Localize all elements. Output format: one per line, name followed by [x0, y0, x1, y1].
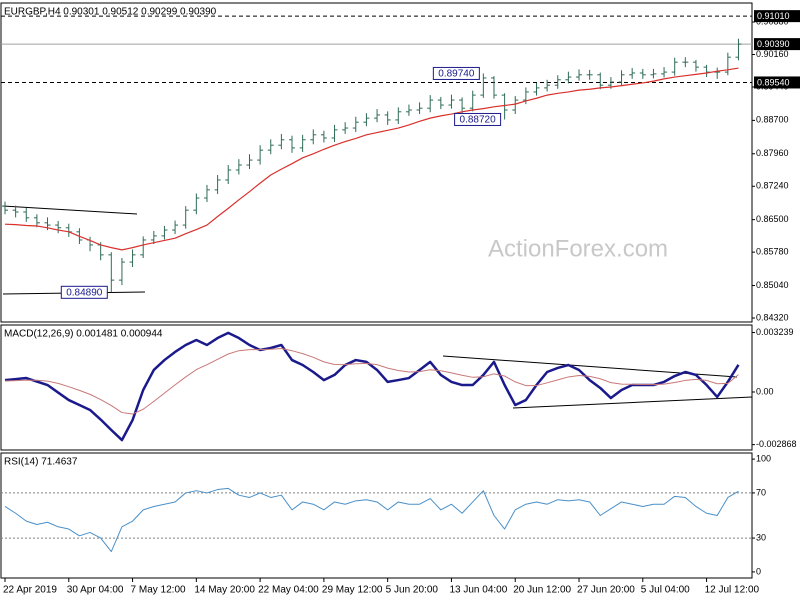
x-tick-label: 27 Jun 20:00 — [577, 585, 635, 596]
y-tick-label: 100 — [756, 453, 771, 463]
panel-title: EURGBP,H4 0.90301 0.90512 0.90299 0.9039… — [4, 7, 217, 18]
y-tick-label: 0.84320 — [756, 312, 789, 322]
x-tick-label: 13 Jun 04:00 — [449, 585, 507, 596]
x-tick-label: 29 May 12:00 — [322, 585, 383, 596]
panel-frame — [0, 2, 753, 323]
y-tick-label: 0 — [756, 566, 761, 576]
trend-line — [512, 396, 753, 409]
y-tick-label: 30 — [756, 532, 766, 542]
level-label: 0.89540 — [757, 77, 790, 87]
level-box — [754, 76, 800, 89]
y-tick-label: 0.86500 — [756, 214, 789, 224]
panel-frame — [0, 324, 753, 451]
y-tick-label: 0.87960 — [756, 148, 789, 158]
indicator-line — [4, 331, 740, 442]
x-tick-label: 20 Jun 12:00 — [513, 585, 571, 596]
y-tick-label: 70 — [756, 487, 766, 497]
watermark: ActionForex.com — [488, 235, 668, 262]
y-tick-label: 0.90160 — [756, 49, 789, 59]
indicator-line — [4, 487, 739, 553]
y-tick-label: 0.85780 — [756, 247, 789, 257]
annotation-box — [60, 285, 108, 299]
x-tick-label: 5 Jul 04:00 — [641, 585, 690, 596]
panel-title: MACD(12,26,9) 0.001481 0.000944 — [4, 329, 163, 340]
x-tick-label: 30 Apr 04:00 — [67, 585, 124, 596]
y-tick-label: -0.002868 — [756, 439, 797, 449]
level-box — [754, 10, 800, 23]
annotation-label: 0.84890 — [66, 287, 103, 298]
x-tick-label: 5 Jun 20:00 — [386, 585, 439, 596]
level-label: 0.91010 — [757, 11, 790, 21]
level-box — [754, 38, 800, 51]
y-tick-label: 0.003239 — [756, 327, 794, 337]
y-tick-label: 0.85040 — [756, 280, 789, 290]
annotation-box — [432, 66, 480, 80]
x-tick-label: 22 Apr 2019 — [3, 585, 57, 596]
panel-title: RSI(14) 71.4637 — [4, 457, 78, 468]
annotation-label: 0.88720 — [460, 115, 497, 126]
y-tick-label: 0.00 — [756, 386, 774, 396]
panel-frame — [0, 452, 753, 579]
indicator-line — [4, 347, 739, 415]
y-tick-label: 0.88700 — [756, 115, 789, 125]
x-tick-label: 7 May 12:00 — [131, 585, 186, 596]
x-tick-label: 22 May 04:00 — [258, 585, 319, 596]
x-tick-label: 12 Jul 12:00 — [705, 585, 760, 596]
indicator-line — [4, 67, 739, 251]
annotation-box — [454, 112, 502, 126]
level-label: 0.90390 — [757, 39, 790, 49]
y-tick-label: 0.87240 — [756, 181, 789, 191]
trend-line — [2, 205, 138, 215]
annotation-label: 0.89740 — [438, 69, 475, 80]
x-tick-label: 14 May 20:00 — [194, 585, 255, 596]
